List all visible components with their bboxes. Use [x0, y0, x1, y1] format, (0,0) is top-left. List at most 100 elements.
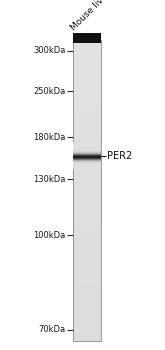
Bar: [73, 196, 101, 198]
Bar: [73, 105, 101, 106]
Bar: [73, 218, 101, 220]
Bar: [73, 116, 101, 118]
Bar: [73, 241, 101, 243]
Bar: [73, 288, 101, 289]
Bar: [73, 214, 101, 215]
Bar: [73, 204, 101, 206]
Bar: [73, 191, 101, 193]
Bar: [73, 92, 101, 93]
Bar: [73, 323, 101, 324]
Bar: [73, 98, 101, 99]
Bar: [73, 250, 101, 251]
Bar: [73, 110, 101, 112]
Bar: [73, 160, 101, 162]
Bar: [73, 230, 101, 231]
Bar: [73, 300, 101, 301]
Bar: [73, 313, 101, 314]
Bar: [73, 43, 101, 44]
Bar: [73, 164, 101, 166]
Bar: [73, 261, 101, 262]
Bar: [73, 60, 101, 61]
Bar: [73, 320, 101, 321]
Bar: [73, 76, 101, 77]
Bar: [73, 122, 101, 124]
Bar: [73, 108, 101, 110]
Bar: [73, 299, 101, 300]
Bar: [73, 81, 101, 82]
Bar: [73, 276, 101, 277]
Bar: [73, 136, 101, 138]
Bar: [73, 253, 101, 254]
Bar: [73, 303, 101, 304]
Bar: [73, 168, 101, 170]
Bar: [73, 118, 101, 119]
Bar: [73, 209, 101, 211]
Bar: [73, 312, 101, 313]
Bar: [73, 62, 101, 63]
Bar: [73, 64, 101, 65]
Bar: [73, 332, 101, 333]
Bar: [73, 310, 101, 311]
Bar: [73, 305, 101, 306]
Bar: [73, 339, 101, 340]
Bar: [73, 318, 101, 319]
Bar: [73, 48, 101, 49]
Bar: [73, 328, 101, 329]
Bar: [73, 120, 101, 121]
Bar: [73, 206, 101, 208]
Bar: [73, 291, 101, 292]
Bar: [73, 45, 101, 46]
Bar: [73, 165, 101, 167]
Bar: [73, 109, 101, 111]
Text: 130kDa: 130kDa: [33, 175, 65, 184]
Bar: [73, 162, 101, 164]
Bar: [73, 44, 101, 45]
Bar: [73, 74, 101, 75]
Bar: [73, 284, 101, 285]
Bar: [73, 194, 101, 195]
Bar: [73, 308, 101, 309]
Bar: [73, 33, 101, 43]
Bar: [73, 293, 101, 294]
Bar: [73, 195, 101, 197]
Bar: [73, 232, 101, 233]
Bar: [73, 325, 101, 326]
Bar: [73, 133, 101, 134]
Bar: [73, 59, 101, 60]
Bar: [73, 201, 101, 202]
Bar: [73, 236, 101, 237]
Bar: [73, 155, 101, 157]
Bar: [73, 198, 101, 200]
Bar: [73, 209, 101, 210]
Bar: [73, 73, 101, 74]
Bar: [73, 239, 101, 240]
Bar: [73, 150, 101, 152]
Bar: [73, 271, 101, 272]
Bar: [73, 78, 101, 79]
Bar: [73, 145, 101, 147]
Bar: [73, 228, 101, 229]
Bar: [73, 69, 101, 70]
Bar: [73, 307, 101, 308]
Bar: [73, 77, 101, 78]
Bar: [73, 215, 101, 216]
Bar: [73, 224, 101, 225]
Bar: [73, 256, 101, 257]
Bar: [73, 258, 101, 259]
Bar: [73, 87, 101, 89]
Bar: [73, 75, 101, 76]
Bar: [73, 219, 101, 221]
Bar: [73, 127, 101, 128]
Bar: [73, 270, 101, 271]
Bar: [73, 41, 101, 42]
Bar: [73, 82, 101, 83]
Bar: [73, 251, 101, 252]
Bar: [73, 148, 101, 149]
Bar: [73, 79, 101, 81]
Bar: [73, 103, 101, 104]
Bar: [73, 141, 101, 142]
Bar: [73, 274, 101, 275]
Bar: [73, 137, 101, 139]
Bar: [73, 174, 101, 176]
Bar: [73, 240, 101, 242]
